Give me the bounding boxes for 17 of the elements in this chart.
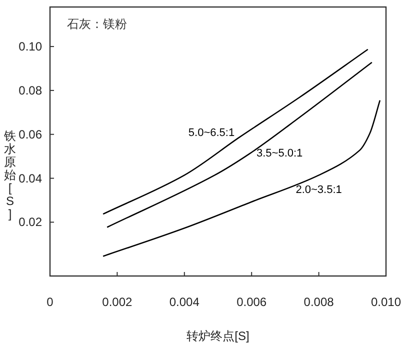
y-tick-label: 0.10 [18,40,42,54]
x-tick-label: 0 [46,295,54,309]
x-tick-label: 0.004 [169,295,200,309]
x-tick-label: 0.006 [236,295,267,309]
text: 石灰：镁粉 [67,17,127,31]
y-axis-title: 铁水原始[S] [3,129,16,221]
y-tick-label: 0.04 [18,171,42,186]
series-label: 3.5~5.0:1 [256,148,303,160]
x-tick-label: 0.008 [304,295,334,309]
x-tick-label: 0.002 [102,295,133,309]
series-label: 5.0~6.5:1 [188,127,235,140]
y-tick-label: 0.02 [18,215,42,230]
y-tick-label: 0.06 [18,127,42,142]
y-tick-label: 0.08 [18,83,42,98]
x-axis-title: 转炉终点[S] [186,329,250,343]
x-tick-label: 0.010 [370,295,402,309]
series-label: 2.0~3.5:1 [296,184,342,196]
